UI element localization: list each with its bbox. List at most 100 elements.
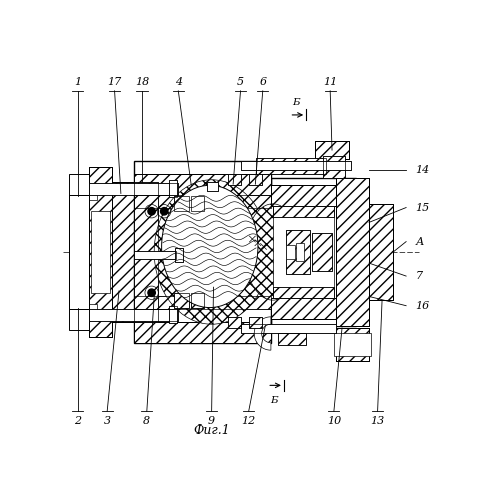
Bar bbox=[249, 317, 261, 328]
Bar bbox=[89, 304, 97, 311]
Bar bbox=[336, 178, 369, 326]
Polygon shape bbox=[254, 317, 271, 350]
Bar bbox=[191, 197, 204, 211]
Text: 18: 18 bbox=[135, 76, 149, 87]
Bar bbox=[271, 185, 336, 206]
Bar bbox=[174, 248, 183, 261]
Bar bbox=[89, 309, 178, 320]
Bar bbox=[273, 206, 334, 217]
Text: 17: 17 bbox=[108, 76, 122, 87]
Bar bbox=[169, 181, 177, 197]
Bar bbox=[191, 293, 204, 307]
Bar bbox=[169, 306, 177, 323]
Text: 1: 1 bbox=[74, 76, 81, 87]
Bar bbox=[111, 182, 134, 322]
Bar bbox=[134, 296, 271, 309]
Bar bbox=[369, 204, 393, 300]
Bar bbox=[89, 167, 111, 337]
Bar bbox=[369, 204, 393, 300]
Bar bbox=[312, 234, 332, 270]
Bar bbox=[89, 193, 97, 200]
Bar bbox=[89, 309, 178, 320]
Bar bbox=[134, 322, 271, 343]
Bar bbox=[273, 287, 334, 298]
Bar bbox=[228, 174, 241, 185]
Circle shape bbox=[161, 208, 168, 215]
Text: 3: 3 bbox=[104, 416, 111, 426]
Bar bbox=[169, 306, 177, 323]
Bar bbox=[169, 181, 177, 197]
Text: 11: 11 bbox=[323, 76, 337, 87]
Bar bbox=[296, 243, 304, 261]
Bar bbox=[228, 317, 241, 328]
Text: 12: 12 bbox=[241, 416, 256, 426]
Bar bbox=[134, 174, 271, 195]
Text: 10: 10 bbox=[327, 416, 341, 426]
Circle shape bbox=[148, 208, 155, 215]
Circle shape bbox=[148, 289, 155, 296]
Bar bbox=[174, 293, 189, 307]
Bar bbox=[134, 251, 176, 258]
Ellipse shape bbox=[154, 180, 269, 324]
Bar bbox=[315, 141, 348, 159]
Bar bbox=[134, 182, 158, 322]
Bar bbox=[134, 161, 271, 343]
Bar bbox=[174, 197, 189, 211]
Bar bbox=[241, 324, 336, 333]
Bar bbox=[241, 161, 350, 171]
Bar bbox=[273, 208, 334, 296]
Bar bbox=[249, 174, 261, 185]
Bar bbox=[111, 182, 134, 322]
Bar bbox=[191, 293, 204, 307]
Bar bbox=[323, 156, 345, 178]
Text: 14: 14 bbox=[415, 166, 430, 176]
Bar bbox=[286, 230, 310, 274]
Bar bbox=[207, 182, 218, 191]
Text: 7: 7 bbox=[415, 271, 423, 281]
Text: 4: 4 bbox=[175, 76, 182, 87]
Bar bbox=[278, 333, 306, 345]
Bar bbox=[134, 174, 271, 195]
Bar bbox=[69, 309, 89, 330]
Bar bbox=[69, 195, 89, 309]
Bar bbox=[69, 195, 89, 309]
Bar bbox=[174, 293, 189, 307]
Bar bbox=[273, 287, 334, 298]
Bar bbox=[315, 141, 348, 159]
Bar bbox=[134, 251, 176, 258]
Bar bbox=[271, 298, 336, 319]
Bar bbox=[271, 298, 336, 319]
Bar bbox=[256, 158, 326, 174]
Text: 6: 6 bbox=[259, 76, 266, 87]
Text: Фиг.1: Фиг.1 bbox=[193, 424, 230, 437]
Bar bbox=[273, 206, 334, 217]
Bar bbox=[278, 333, 306, 345]
Bar bbox=[323, 156, 345, 178]
Bar bbox=[89, 184, 178, 195]
Text: А: А bbox=[415, 237, 424, 247]
Bar bbox=[69, 195, 89, 309]
Bar bbox=[286, 245, 295, 259]
Bar bbox=[134, 322, 271, 343]
Text: 13: 13 bbox=[370, 416, 385, 426]
Bar bbox=[228, 317, 241, 328]
Text: 5: 5 bbox=[237, 76, 244, 87]
Text: 16: 16 bbox=[415, 301, 430, 311]
Text: 2: 2 bbox=[74, 416, 81, 426]
Bar bbox=[249, 174, 261, 185]
Bar bbox=[271, 185, 336, 206]
Bar bbox=[174, 197, 189, 211]
Bar bbox=[134, 182, 158, 322]
Text: Б: Б bbox=[270, 396, 278, 405]
Bar bbox=[134, 195, 271, 208]
Ellipse shape bbox=[245, 204, 301, 300]
Text: 15: 15 bbox=[415, 203, 430, 213]
Bar bbox=[91, 211, 110, 293]
Bar bbox=[228, 174, 241, 185]
Bar bbox=[334, 333, 371, 356]
Bar bbox=[134, 296, 271, 309]
Bar bbox=[312, 234, 332, 270]
Bar bbox=[89, 184, 178, 195]
Bar bbox=[336, 328, 369, 361]
Bar bbox=[241, 324, 336, 333]
